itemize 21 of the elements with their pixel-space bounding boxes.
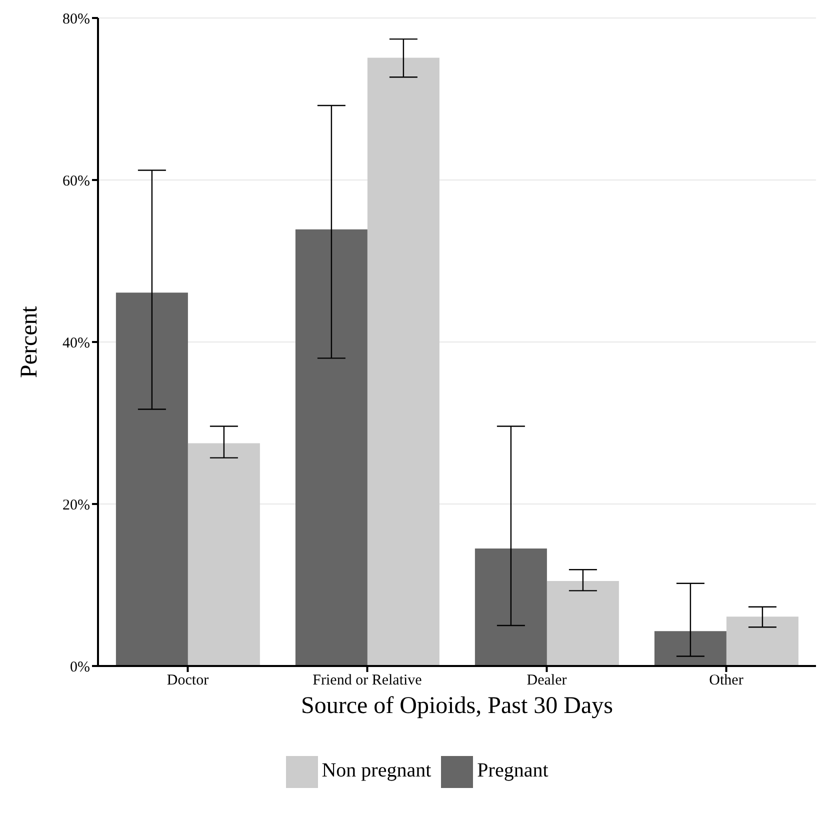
legend-label: Pregnant bbox=[477, 760, 548, 782]
y-tick-label: 20% bbox=[62, 497, 90, 514]
y-tick-label: 0% bbox=[70, 659, 90, 676]
y-tick-label: 60% bbox=[62, 173, 90, 190]
x-tick-label: Other bbox=[709, 672, 744, 689]
bar bbox=[367, 58, 440, 666]
x-axis-title: Source of Opioids, Past 30 Days bbox=[301, 693, 613, 720]
x-tick-label: Friend or Relative bbox=[312, 672, 422, 689]
bar bbox=[116, 292, 188, 666]
y-tick-label: 80% bbox=[62, 11, 90, 28]
legend-label: Non pregnant bbox=[322, 760, 432, 782]
bar bbox=[474, 548, 547, 666]
bar bbox=[654, 631, 726, 666]
y-axis-title: Percent bbox=[16, 306, 43, 378]
y-tick-label: 40% bbox=[62, 335, 90, 352]
bar bbox=[546, 580, 619, 666]
x-tick-label: Dealer bbox=[526, 672, 567, 689]
bar bbox=[188, 443, 260, 666]
bar bbox=[726, 616, 798, 666]
x-tick-label: Doctor bbox=[166, 672, 209, 689]
bar bbox=[295, 229, 368, 666]
